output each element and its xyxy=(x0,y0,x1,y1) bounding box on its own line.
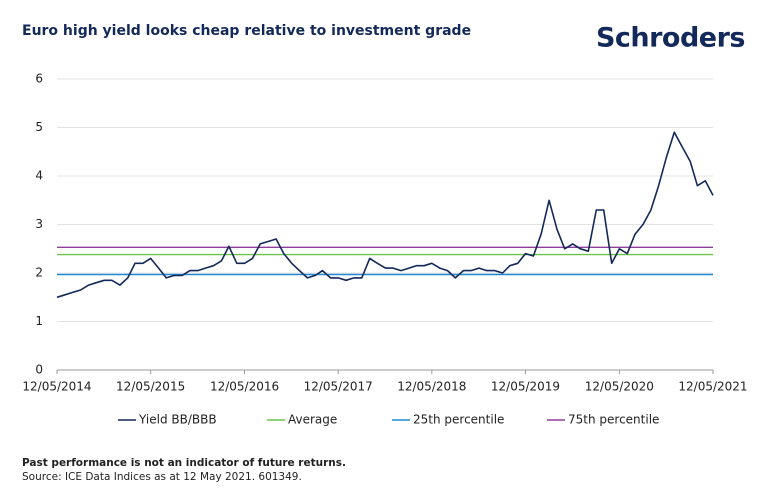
x-tick-label: 12/05/2021 xyxy=(678,380,747,394)
x-tick-label: 12/05/2020 xyxy=(585,380,654,394)
y-tick-label: 0 xyxy=(35,363,43,377)
x-tick-label: 12/05/2018 xyxy=(397,380,466,394)
x-tick-label: 12/05/2019 xyxy=(491,380,560,394)
y-tick-label: 2 xyxy=(35,266,43,280)
brand-logo: Schroders xyxy=(596,23,745,54)
y-tick-label: 3 xyxy=(35,217,43,231)
disclaimer: Past performance is not an indicator of … xyxy=(22,457,346,469)
x-tick-label: 12/05/2015 xyxy=(116,380,185,394)
y-tick-label: 4 xyxy=(35,169,43,183)
legend-label: 75th percentile xyxy=(568,413,659,427)
legend-label: 25th percentile xyxy=(413,413,504,427)
x-tick-label: 12/05/2017 xyxy=(304,380,373,394)
legend-label: Average xyxy=(288,413,337,427)
y-tick-label: 6 xyxy=(35,72,43,86)
source-note: Source: ICE Data Indices as at 12 May 20… xyxy=(22,471,302,483)
series-line xyxy=(56,131,714,299)
x-tick-label: 12/05/2016 xyxy=(210,380,279,394)
y-tick-label: 5 xyxy=(35,120,43,134)
chart-title: Euro high yield looks cheap relative to … xyxy=(22,23,471,39)
x-tick-label: 12/05/2014 xyxy=(22,380,91,394)
legend-label: Yield BB/BBB xyxy=(138,413,217,427)
y-tick-label: 1 xyxy=(35,314,43,328)
